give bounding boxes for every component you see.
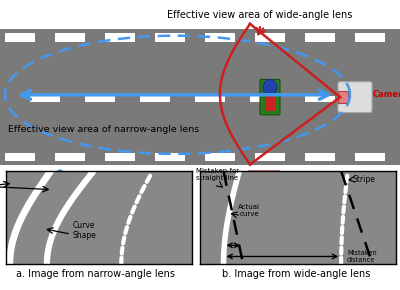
Text: Camera: Camera (373, 90, 400, 99)
Circle shape (263, 79, 277, 96)
Bar (105, 153, 135, 161)
Bar (305, 153, 335, 161)
Bar (355, 153, 385, 161)
Bar (30, 96, 60, 102)
Bar (55, 153, 85, 161)
Bar (0, 29, 400, 164)
Text: Actual
curve: Actual curve (238, 204, 260, 217)
Bar (85, 96, 115, 102)
Bar (5, 33, 35, 41)
Bar (338, 91, 348, 103)
Bar (305, 96, 335, 102)
Bar (5, 153, 35, 161)
Text: Stripe: Stripe (353, 175, 376, 184)
Bar (205, 153, 235, 161)
Text: Mistaken for
straight line: Mistaken for straight line (196, 168, 239, 181)
Text: a. Image from narrow-angle lens: a. Image from narrow-angle lens (16, 269, 176, 279)
Polygon shape (232, 170, 296, 207)
Bar (105, 33, 135, 41)
Bar (255, 153, 285, 161)
Bar (305, 33, 335, 41)
Bar (265, 83, 275, 111)
Bar (155, 33, 185, 41)
Bar (255, 33, 285, 41)
Bar (355, 33, 385, 41)
Text: Effective view area of narrow-angle lens: Effective view area of narrow-angle lens (8, 125, 199, 134)
FancyBboxPatch shape (338, 82, 372, 113)
Bar (55, 33, 85, 41)
Bar (250, 96, 280, 102)
FancyBboxPatch shape (260, 79, 280, 115)
Text: Curve
Shape: Curve Shape (72, 220, 96, 240)
Bar (195, 96, 225, 102)
Bar (205, 33, 235, 41)
Text: Mistaken
distance: Mistaken distance (347, 250, 377, 263)
Bar (140, 96, 170, 102)
Text: Effective view area of wide-angle lens: Effective view area of wide-angle lens (167, 10, 353, 19)
Text: b. Image from wide-angle lens: b. Image from wide-angle lens (222, 269, 370, 279)
Bar (155, 153, 185, 161)
